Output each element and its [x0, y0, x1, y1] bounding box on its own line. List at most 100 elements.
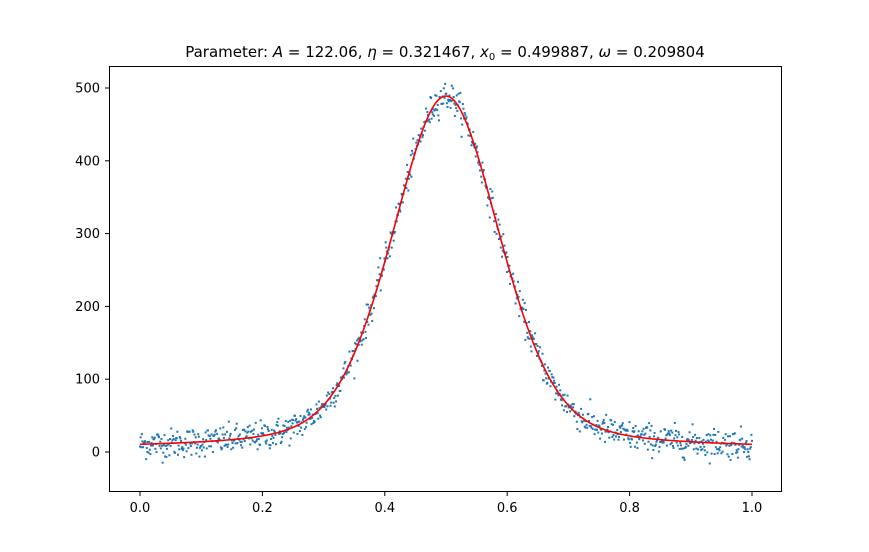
data-point: [304, 416, 307, 419]
data-point: [393, 230, 396, 233]
data-point: [504, 252, 507, 255]
data-point: [195, 452, 198, 455]
data-point: [288, 444, 291, 447]
data-point: [423, 129, 426, 132]
data-point: [310, 423, 313, 426]
data-point: [307, 413, 310, 416]
data-point: [284, 420, 287, 423]
data-point: [243, 440, 246, 442]
data-point: [529, 330, 532, 333]
data-point: [477, 161, 480, 164]
data-point: [151, 444, 154, 447]
data-point: [146, 450, 149, 453]
data-point: [683, 456, 685, 459]
data-point: [240, 440, 243, 443]
data-point: [497, 237, 500, 240]
data-point: [190, 453, 193, 456]
data-point: [407, 189, 410, 192]
data-point: [389, 231, 392, 234]
data-point: [535, 354, 538, 357]
data-point: [703, 445, 706, 448]
data-point: [236, 442, 239, 445]
data-point: [353, 377, 356, 380]
data-point: [333, 397, 336, 399]
data-point: [345, 373, 348, 376]
data-point: [677, 431, 680, 434]
data-point: [240, 444, 243, 447]
data-point: [447, 100, 450, 103]
data-point: [162, 444, 165, 447]
data-point: [292, 431, 295, 434]
data-point: [228, 437, 231, 440]
data-point: [606, 428, 609, 431]
data-point: [230, 448, 233, 451]
data-point: [659, 430, 662, 433]
data-point: [287, 426, 290, 429]
data-point: [621, 422, 624, 425]
data-point: [548, 369, 551, 372]
data-point: [572, 406, 575, 409]
data-point: [646, 448, 649, 451]
data-point: [176, 430, 179, 433]
data-point: [430, 117, 433, 120]
data-point: [454, 103, 457, 106]
data-point: [583, 419, 586, 422]
data-point: [210, 433, 213, 436]
data-point: [249, 430, 252, 433]
y-tick-label: 100: [75, 373, 100, 388]
data-point: [436, 103, 439, 106]
data-point: [728, 444, 731, 447]
data-point: [365, 336, 368, 339]
data-point: [434, 94, 437, 97]
data-point: [445, 92, 448, 95]
data-point: [731, 452, 734, 455]
data-point: [613, 438, 616, 441]
data-point: [331, 387, 334, 390]
data-point: [193, 433, 196, 436]
data-point: [332, 401, 335, 404]
data-point: [695, 437, 698, 440]
data-point: [223, 444, 226, 447]
data-point: [238, 438, 241, 441]
data-point: [178, 436, 181, 439]
data-point: [270, 428, 273, 431]
data-point: [619, 431, 622, 434]
data-point: [188, 430, 191, 433]
data-point: [674, 434, 677, 437]
data-point: [553, 381, 556, 384]
data-point: [425, 107, 428, 110]
data-point: [463, 112, 466, 115]
data-point: [419, 140, 422, 143]
data-point: [577, 411, 580, 414]
data-point: [169, 444, 172, 447]
data-point: [532, 337, 535, 340]
data-point: [227, 420, 230, 423]
plot-area: [139, 82, 753, 465]
data-point: [687, 439, 690, 442]
data-point: [648, 422, 651, 425]
data-point: [235, 427, 238, 430]
data-point: [358, 336, 361, 339]
axes-frame: [109, 66, 782, 492]
data-point: [400, 192, 403, 195]
data-point: [746, 455, 749, 458]
data-point: [455, 94, 458, 97]
data-point: [640, 433, 643, 436]
data-point: [428, 121, 431, 124]
data-point: [357, 337, 360, 340]
data-point: [664, 437, 667, 440]
data-point: [229, 434, 232, 437]
data-point: [372, 295, 375, 298]
data-point: [218, 438, 221, 441]
data-point: [562, 409, 565, 412]
x-tick-label: 0.0: [130, 501, 151, 516]
data-point: [256, 438, 259, 441]
data-point: [273, 430, 276, 433]
data-point: [264, 440, 267, 443]
data-point: [145, 458, 148, 461]
data-point: [550, 373, 553, 376]
data-point: [664, 428, 667, 431]
data-point: [239, 440, 242, 443]
data-point: [740, 445, 743, 448]
data-point: [619, 426, 622, 429]
